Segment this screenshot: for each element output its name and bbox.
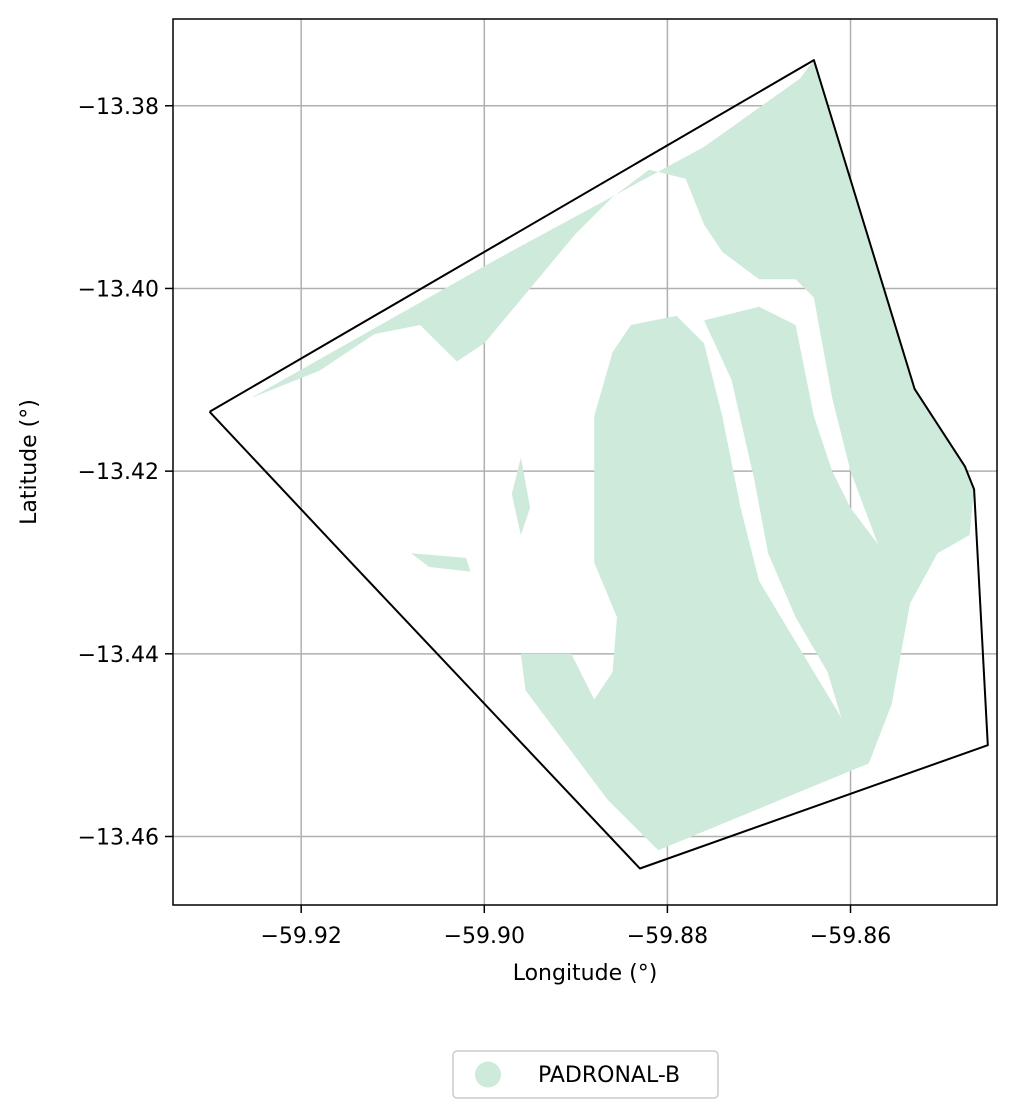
padronal-b-region-2 xyxy=(511,457,531,536)
legend: PADRONAL-B xyxy=(452,1050,719,1099)
y-tick-label-4: −13.46 xyxy=(78,825,159,850)
legend-box xyxy=(452,1050,719,1099)
class-regions xyxy=(250,60,975,851)
x-tick-label-2: −59.88 xyxy=(627,924,708,949)
y-tick-label-0: −13.38 xyxy=(78,95,159,120)
x-tick-label-0: −59.92 xyxy=(260,924,341,949)
legend-marker-padronal-b xyxy=(475,1061,501,1088)
legend-label-padronal-b: PADRONAL-B xyxy=(538,1063,680,1088)
boundary-outline xyxy=(208,59,989,870)
y-tick-label-2: −13.42 xyxy=(78,460,159,485)
x-axis-label: Longitude (°) xyxy=(513,961,658,986)
padronal-b-region-1 xyxy=(411,553,471,572)
x-tick-label-3: −59.86 xyxy=(810,924,891,949)
axis-ticks: −59.92 −59.90 −59.88 −59.86 −13.38 −13.40 −13.… xyxy=(78,95,892,949)
y-axis-label: Latitude (°) xyxy=(17,399,42,525)
y-tick-label-1: −13.40 xyxy=(78,277,159,302)
plot-frame xyxy=(172,18,998,906)
x-tick-label-1: −59.90 xyxy=(444,924,525,949)
boundary xyxy=(208,59,989,870)
padronal-b-region-0 xyxy=(250,60,975,851)
y-tick-label-3: −13.44 xyxy=(78,643,159,668)
